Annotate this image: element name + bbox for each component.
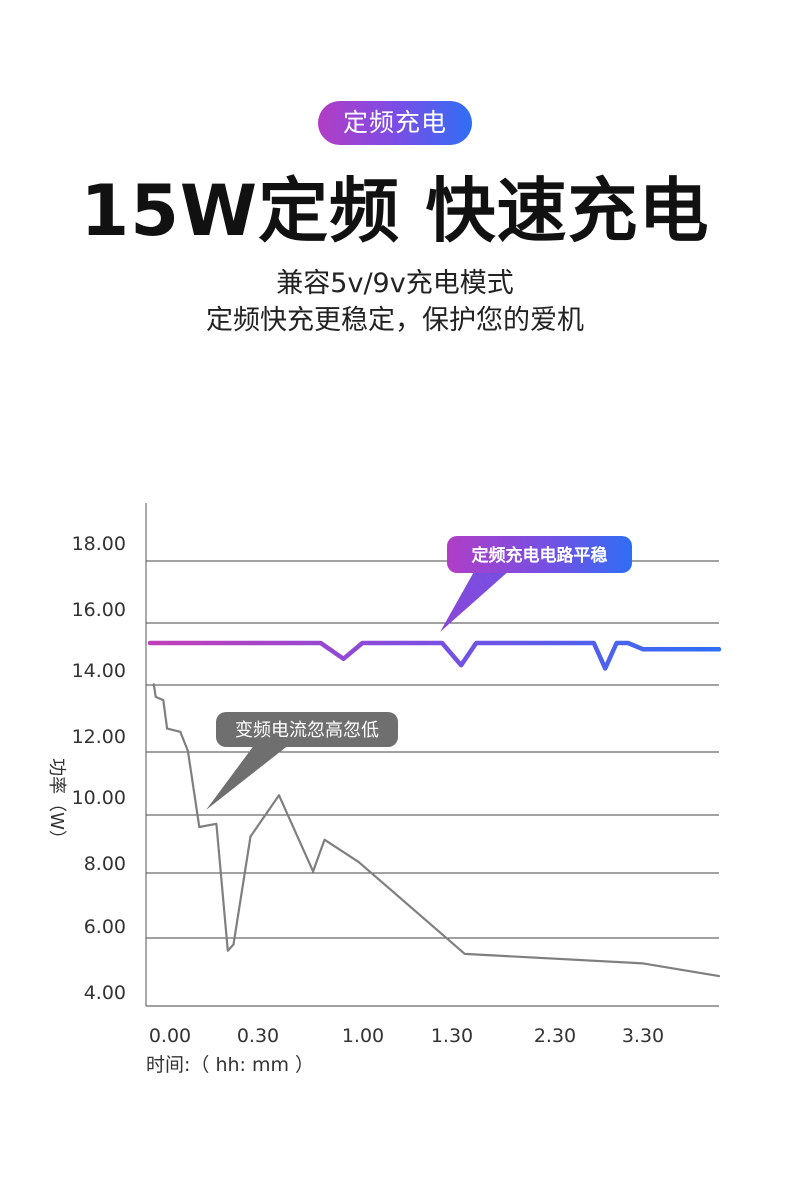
x-tick-label: 0.00 (149, 1025, 191, 1047)
x-tick-label: 1.30 (431, 1025, 473, 1047)
steady-callout: 定频充电电路平稳 (440, 536, 632, 632)
y-tick-label: 10.00 (72, 787, 126, 809)
variable-callout-pointer (206, 744, 290, 810)
headline: 15W定频 快速充电 (80, 170, 710, 252)
variable-callout: 变频电流忽高忽低 (206, 712, 398, 810)
y-tick-label: 12.00 (72, 726, 126, 748)
series-layer (147, 640, 722, 978)
steady-callout-label: 定频充电电路平稳 (472, 545, 608, 566)
variable-callout-bubble (216, 712, 398, 747)
x-tick-label: 2.30 (534, 1025, 576, 1047)
y-tick-label: 4.00 (84, 982, 126, 1004)
y-tick-label: 18.00 (72, 533, 126, 555)
steady-callout-pointer (440, 570, 510, 632)
steady-power-line (147, 640, 722, 671)
y-tick-label: 14.00 (72, 660, 126, 682)
y-tick-label: 16.00 (72, 599, 126, 621)
subtitle-line-1: 兼容5v/9v充电模式 (276, 268, 514, 299)
y-tick-labels: 18.00 16.00 14.00 12.00 10.00 8.00 6.00 4.00 (72, 533, 126, 1004)
subtitle-line-2: 定频快充更稳定，保护您的爱机 (206, 305, 584, 336)
x-tick-label: 0.30 (237, 1025, 279, 1047)
steady-callout-bubble (447, 536, 632, 573)
x-tick-label: 3.30 (622, 1025, 664, 1047)
y-axis-label: 功率（W） (46, 758, 67, 848)
x-tick-labels: 0.00 0.30 1.00 1.30 2.30 3.30 (149, 1025, 664, 1047)
x-tick-label: 1.00 (342, 1025, 384, 1047)
variable-callout-label: 变频电流忽高忽低 (235, 720, 379, 741)
y-tick-label: 8.00 (84, 853, 126, 875)
variable-power-line (152, 683, 721, 978)
grid-lines (146, 560, 719, 1007)
y-tick-label: 6.00 (84, 916, 126, 938)
title-badge: 定频充电 (318, 101, 472, 145)
x-axis-label: 时间:（ hh: mm ） (146, 1054, 314, 1076)
